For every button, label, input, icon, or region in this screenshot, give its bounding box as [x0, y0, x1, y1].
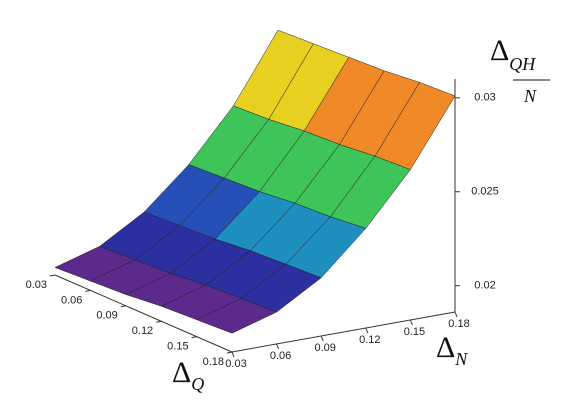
- y-tick: [365, 327, 369, 334]
- x-tick-label: 0.09: [96, 310, 117, 322]
- y-tick-label: 0.06: [270, 350, 291, 362]
- axis-symbol: Δ: [172, 356, 191, 389]
- x-axis-label: ΔQ: [172, 356, 204, 394]
- y-tick-label: 0.12: [359, 334, 380, 346]
- y-tick: [231, 351, 235, 358]
- y-tick: [454, 311, 458, 318]
- z-axis-label: ΔQH: [490, 34, 536, 74]
- z-tick-label: 0.02: [474, 280, 495, 292]
- labels: 0.030.060.090.120.150.18 0.030.060.090.12…: [26, 34, 550, 394]
- surface: [54, 29, 456, 334]
- y-tick: [409, 319, 413, 326]
- x-tick-label: 0.18: [203, 356, 224, 368]
- x-tick: [120, 305, 126, 308]
- y-tick: [276, 343, 280, 350]
- surface-cell: [195, 298, 278, 334]
- axis-subscript: Q: [191, 374, 204, 394]
- x-tick-label: 0.03: [26, 279, 47, 291]
- axis-subscript: QH: [509, 54, 536, 74]
- y-axis-line: [231, 311, 456, 353]
- y-axis-label: ΔN: [436, 331, 468, 369]
- x-tick: [85, 289, 91, 292]
- axis-symbol: Δ: [436, 331, 455, 364]
- x-tick: [191, 336, 197, 339]
- z-tick-label: 0.03: [474, 92, 495, 104]
- axes: [49, 79, 460, 358]
- y-tick: [320, 335, 324, 342]
- x-tick: [156, 320, 162, 323]
- y-tick-label: 0.03: [225, 358, 246, 370]
- x-tick: [49, 274, 56, 277]
- y-tick-label: 0.15: [404, 326, 425, 338]
- x-tick: [226, 351, 233, 354]
- z-tick-label: 0.025: [471, 186, 499, 198]
- z-axis-denominator: N: [523, 86, 537, 106]
- y-tick-label: 0.18: [448, 318, 469, 330]
- x-tick-label: 0.15: [167, 341, 188, 353]
- axis-symbol: Δ: [490, 34, 509, 67]
- axis-subscript: N: [454, 349, 468, 369]
- y-tick-label: 0.09: [314, 342, 335, 354]
- x-tick-label: 0.12: [132, 325, 153, 337]
- x-tick-label: 0.06: [61, 294, 82, 306]
- x-axis-line: [54, 274, 233, 353]
